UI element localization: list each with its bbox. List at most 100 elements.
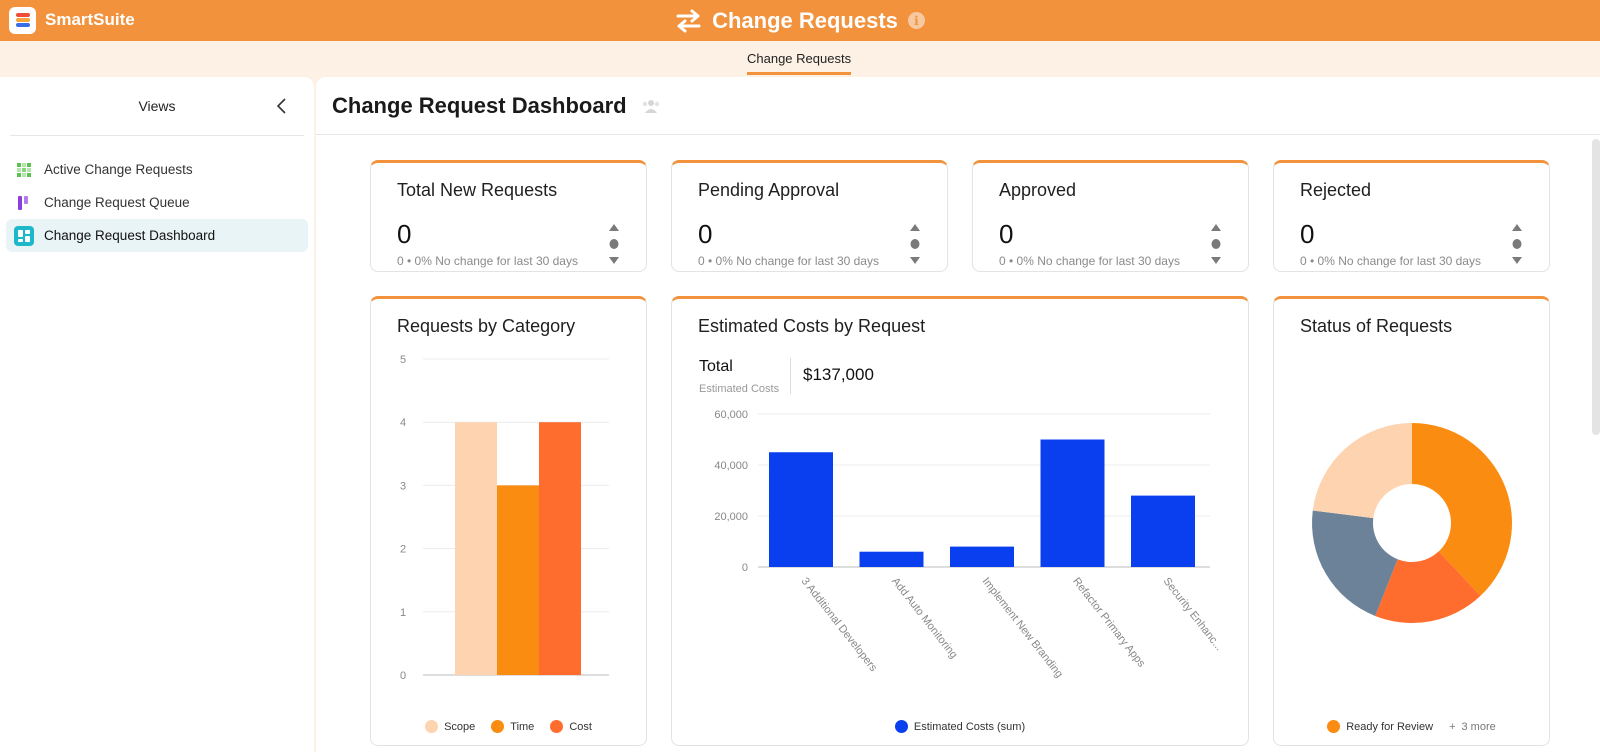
divider — [790, 358, 791, 394]
chart-title: Status of Requests — [1300, 316, 1453, 336]
legend-more-label: 3 more — [1461, 720, 1496, 733]
cost-bar-chart: 0 20,000 40,000 60,000 3 Additional Develope… — [714, 409, 1225, 680]
y-tick-label: 2 — [400, 544, 406, 556]
legend-item-time[interactable]: Time — [491, 720, 534, 733]
brand-name: SmartSuite — [45, 10, 135, 29]
chart-legend: Ready for Review +3 more — [1274, 720, 1549, 733]
legend-item-estimated-costs[interactable]: Estimated Costs (sum) — [894, 720, 1026, 733]
x-tick-label: Implement New Branding — [980, 575, 1065, 680]
kpi-title: Rejected — [1300, 180, 1372, 200]
pie-slice-2 — [1312, 510, 1398, 616]
kpi-trend: 0 • 0% No change for last 30 days — [698, 254, 879, 268]
total-value: $137,000 — [803, 365, 874, 384]
chart-legend: Scope Time Cost — [371, 720, 646, 733]
tab-strip: Change Requests — [0, 41, 1600, 77]
bar-request — [950, 546, 1014, 567]
sidebar-item-change-request-queue[interactable]: Change Request Queue — [6, 186, 308, 219]
kpi-card-rejected[interactable]: Rejected 0 0 • 0% No change for last 30 … — [1273, 160, 1550, 272]
chart-card-estimated-costs[interactable]: Estimated Costs by Request Total Estimat… — [671, 296, 1249, 746]
legend-more-button[interactable]: +3 more — [1449, 720, 1496, 733]
legend-swatch — [894, 720, 908, 733]
trend-neutral-icon — [1211, 224, 1221, 264]
trend-neutral-icon — [910, 224, 920, 264]
sidebar-header: Views — [10, 77, 304, 136]
trend-neutral-icon — [1512, 224, 1522, 264]
kpi-card-total-new[interactable]: Total New Requests 0 0 • 0% No change fo… — [370, 160, 647, 272]
chart-card-requests-by-category[interactable]: Requests by Category 0 1 2 3 4 5 Scope Time C… — [370, 296, 647, 746]
kanban-icon — [14, 193, 34, 213]
bar-request — [769, 452, 833, 567]
total-label: Total — [699, 358, 733, 375]
info-icon[interactable]: i — [907, 12, 925, 29]
sidebar-item-label: Change Request Queue — [44, 195, 190, 210]
app-title: Change Requests i — [0, 6, 1600, 35]
smartsuite-logo-icon — [9, 6, 36, 34]
app-title-text: Change Requests — [712, 7, 898, 33]
kpi-title: Approved — [999, 180, 1077, 200]
scrollbar[interactable] — [1592, 139, 1600, 435]
kpi-trend: 0 • 0% No change for last 30 days — [1300, 254, 1481, 268]
sidebar-title: Views — [138, 98, 176, 114]
top-bar: SmartSuite Change Requests i — [0, 0, 1600, 41]
kpi-value: 0 — [397, 219, 412, 249]
tab-change-requests[interactable]: Change Requests — [747, 51, 852, 75]
legend-label: Time — [510, 720, 535, 733]
legend-item-ready-for-review[interactable]: Ready for Review — [1327, 720, 1433, 733]
legend-swatch — [491, 720, 505, 733]
y-tick-label: 4 — [400, 417, 406, 429]
sidebar-item-label: Active Change Requests — [44, 162, 193, 177]
x-tick-label: Refactor Primary Apps — [1070, 575, 1148, 669]
legend-item-cost[interactable]: Cost — [550, 720, 592, 733]
page-title: Change Request Dashboard — [332, 92, 627, 118]
kpi-trend: 0 • 0% No change for last 30 days — [999, 254, 1180, 268]
bar-time — [497, 485, 539, 675]
plus-icon: + — [1449, 720, 1456, 733]
x-tick-label: Security Enhanc... — [1161, 575, 1225, 653]
kpi-trend: 0 • 0% No change for last 30 days — [397, 254, 578, 268]
bar-request — [1040, 439, 1105, 567]
kpi-title: Total New Requests — [397, 180, 558, 200]
bar-request — [859, 551, 924, 567]
y-tick-label: 60,000 — [714, 409, 748, 421]
y-tick-label: 40,000 — [714, 460, 748, 472]
pie-slice-3 — [1312, 423, 1412, 519]
trend-neutral-icon — [609, 224, 619, 264]
bar-scope — [455, 422, 497, 675]
sidebar-item-label: Change Request Dashboard — [44, 228, 216, 243]
legend-swatch — [1327, 720, 1341, 733]
kpi-card-approved[interactable]: Approved 0 0 • 0% No change for last 30 … — [972, 160, 1249, 272]
bar-request — [1131, 495, 1195, 567]
view-list: Active Change Requests Change Request Qu… — [0, 136, 314, 252]
legend-label: Scope — [444, 720, 476, 733]
category-bar-chart: 0 1 2 3 4 5 — [400, 354, 609, 682]
legend-label: Cost — [569, 720, 592, 733]
x-tick-label: 3 Additional Developers — [799, 575, 880, 674]
bar-cost — [539, 422, 581, 675]
kpi-card-pending-approval[interactable]: Pending Approval 0 0 • 0% No change for … — [671, 160, 948, 272]
legend-swatch — [425, 720, 439, 733]
legend-label: Estimated Costs (sum) — [913, 720, 1026, 733]
total-sublabel: Estimated Costs — [699, 383, 780, 395]
y-tick-label: 1 — [400, 607, 406, 619]
pie-slice-1 — [1375, 551, 1481, 623]
sidebar-item-change-request-dashboard[interactable]: Change Request Dashboard — [6, 219, 308, 252]
chart-card-status-of-requests[interactable]: Status of Requests Ready for Review +3 m… — [1273, 296, 1550, 746]
dashboard-header: Change Request Dashboard — [316, 77, 1600, 135]
dashboard-icon — [14, 225, 34, 246]
swap-arrows-icon — [676, 9, 701, 32]
kpi-value: 0 — [698, 219, 713, 249]
legend-item-scope[interactable]: Scope — [425, 720, 475, 733]
status-donut-chart — [1312, 423, 1512, 623]
sidebar-item-active-change-requests[interactable]: Active Change Requests — [6, 153, 308, 186]
share-people-icon[interactable] — [641, 98, 661, 114]
brand[interactable]: SmartSuite — [9, 6, 135, 34]
y-tick-label: 5 — [400, 354, 406, 366]
y-tick-label: 0 — [742, 562, 748, 574]
pie-slice-0 — [1412, 423, 1512, 596]
y-tick-label: 20,000 — [714, 511, 748, 523]
collapse-sidebar-icon[interactable] — [274, 96, 290, 116]
chart-legend: Estimated Costs (sum) — [672, 720, 1248, 733]
legend-label: Ready for Review — [1346, 720, 1434, 733]
kpi-value: 0 — [999, 219, 1014, 249]
grid-icon — [14, 160, 34, 180]
